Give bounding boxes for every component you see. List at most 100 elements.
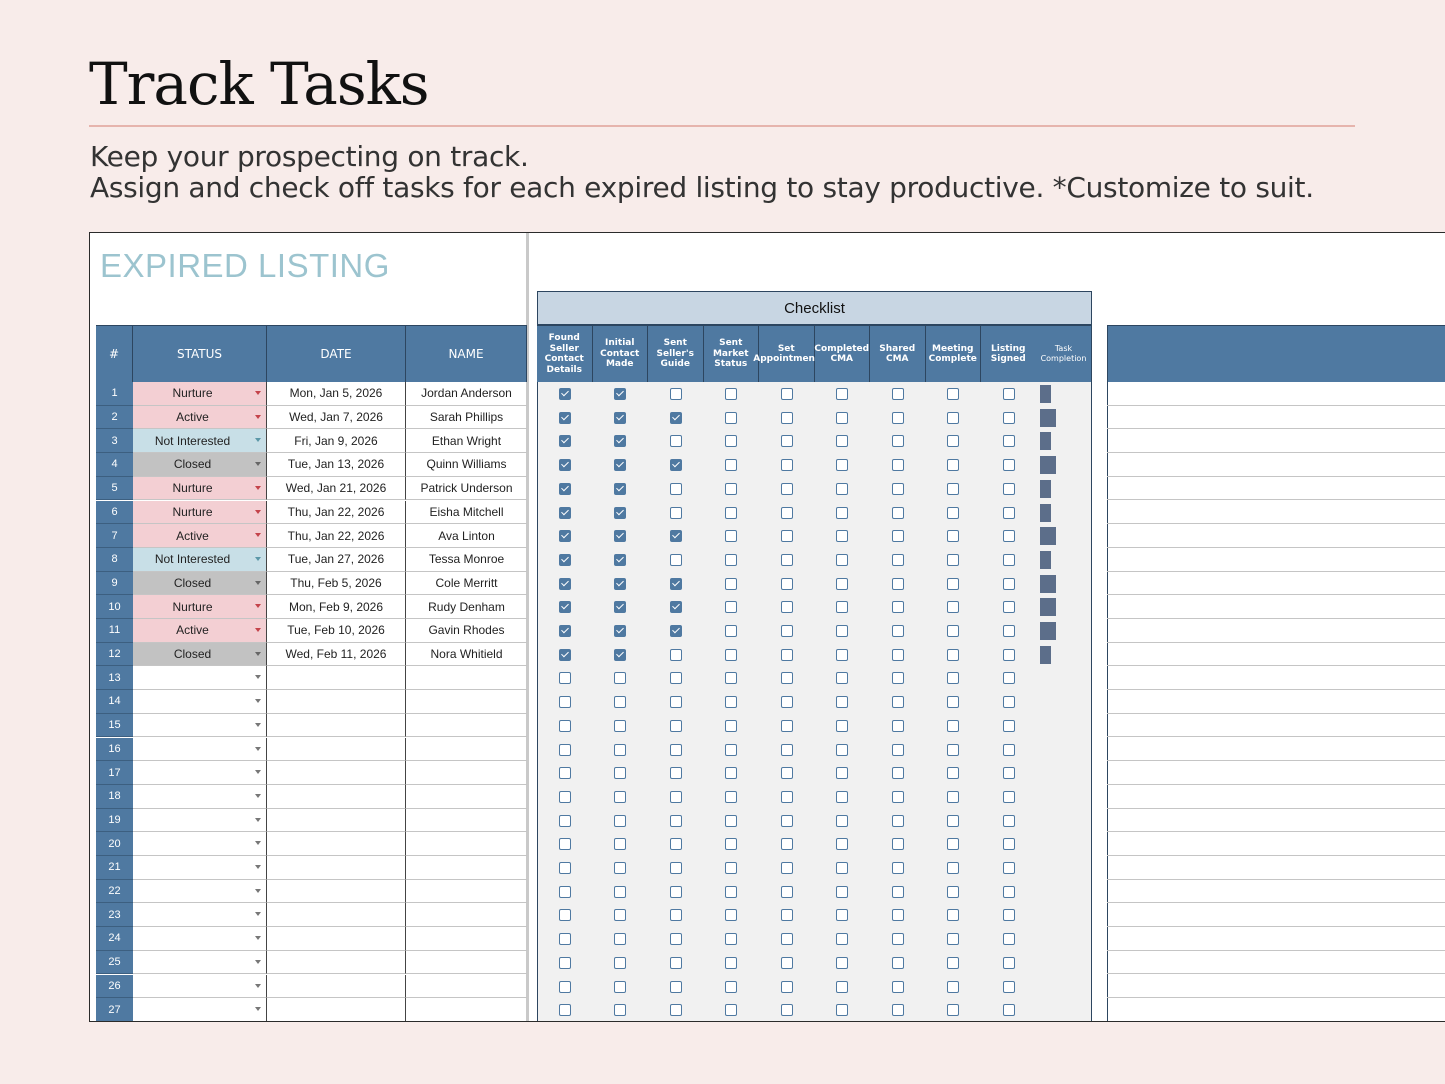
task-checkbox[interactable] [836, 530, 849, 543]
dropdown-arrow-icon[interactable] [255, 391, 261, 395]
name-cell[interactable] [406, 927, 527, 951]
task-checkbox[interactable] [947, 411, 960, 424]
task-checkbox[interactable] [891, 553, 904, 566]
task-checkbox[interactable] [780, 696, 793, 709]
column-header-date[interactable]: DATE [267, 325, 406, 382]
task-checkbox[interactable] [669, 909, 682, 922]
task-checkbox[interactable] [891, 885, 904, 898]
task-checkbox[interactable] [947, 933, 960, 946]
task-checkbox[interactable] [891, 933, 904, 946]
task-checkbox[interactable] [836, 862, 849, 874]
task-checkbox[interactable] [614, 790, 627, 803]
checklist-header-2[interactable]: Initial Contact Made [592, 325, 648, 382]
task-checkbox[interactable] [947, 743, 960, 756]
task-checkbox[interactable] [669, 980, 682, 993]
task-checkbox[interactable] [891, 577, 904, 590]
task-checkbox[interactable] [891, 790, 904, 803]
date-cell[interactable]: Wed, Feb 11, 2026 [267, 642, 406, 667]
dropdown-arrow-icon[interactable] [255, 556, 261, 561]
task-checkbox[interactable] [725, 530, 738, 543]
task-checkbox[interactable] [669, 459, 682, 472]
task-checkbox[interactable] [614, 506, 627, 519]
task-checkbox[interactable] [836, 933, 849, 946]
task-checkbox[interactable] [780, 506, 793, 519]
task-checkbox[interactable] [836, 601, 849, 614]
task-checkbox[interactable] [558, 435, 571, 448]
task-checkbox[interactable] [614, 388, 627, 400]
status-dropdown[interactable] [133, 832, 267, 856]
task-checkbox[interactable] [836, 790, 849, 803]
date-cell[interactable] [267, 737, 406, 762]
task-checkbox[interactable] [947, 909, 960, 922]
task-checkbox[interactable] [780, 577, 793, 590]
task-checkbox[interactable] [947, 553, 960, 566]
task-checkbox[interactable] [614, 672, 627, 685]
task-checkbox[interactable] [1002, 672, 1015, 685]
task-checkbox[interactable] [614, 980, 627, 993]
task-checkbox[interactable] [836, 411, 849, 424]
task-checkbox[interactable] [725, 648, 738, 661]
task-checkbox[interactable] [891, 435, 904, 448]
name-cell[interactable]: Gavin Rhodes [406, 619, 527, 643]
task-checkbox[interactable] [780, 625, 793, 637]
dropdown-arrow-icon[interactable] [255, 865, 261, 869]
dropdown-arrow-icon[interactable] [255, 793, 261, 798]
task-checkbox[interactable] [725, 767, 738, 780]
task-checkbox[interactable] [669, 885, 682, 898]
task-checkbox[interactable] [836, 696, 849, 709]
name-cell[interactable]: Rudy Denham [406, 595, 527, 619]
date-cell[interactable]: Thu, Jan 22, 2026 [267, 500, 406, 525]
task-checkbox[interactable] [669, 814, 682, 827]
date-cell[interactable] [267, 808, 406, 833]
name-cell[interactable] [406, 690, 527, 714]
column-header-task-completion[interactable]: Task Completion [1036, 325, 1092, 382]
dropdown-arrow-icon[interactable] [255, 509, 261, 514]
status-dropdown[interactable]: Active [133, 405, 267, 430]
task-checkbox[interactable] [891, 719, 904, 732]
task-checkbox[interactable] [947, 862, 960, 874]
name-cell[interactable]: Patrick Underson [406, 477, 527, 501]
task-checkbox[interactable] [780, 411, 793, 424]
task-checkbox[interactable] [669, 625, 682, 637]
task-checkbox[interactable] [558, 767, 571, 780]
task-checkbox[interactable] [836, 814, 849, 827]
dropdown-arrow-icon[interactable] [255, 888, 261, 893]
task-checkbox[interactable] [947, 719, 960, 732]
task-checkbox[interactable] [558, 530, 571, 543]
name-cell[interactable] [406, 856, 527, 880]
task-checkbox[interactable] [614, 862, 627, 874]
status-dropdown[interactable]: Nurture [133, 500, 267, 525]
date-cell[interactable] [267, 713, 406, 738]
date-cell[interactable]: Wed, Jan 21, 2026 [267, 476, 406, 501]
task-checkbox[interactable] [1002, 814, 1015, 827]
task-checkbox[interactable] [558, 790, 571, 803]
task-checkbox[interactable] [614, 530, 627, 543]
status-dropdown[interactable] [133, 974, 267, 999]
task-checkbox[interactable] [780, 530, 793, 543]
task-checkbox[interactable] [836, 838, 849, 851]
task-checkbox[interactable] [1002, 862, 1015, 874]
task-checkbox[interactable] [1002, 577, 1015, 590]
task-checkbox[interactable] [891, 743, 904, 756]
name-cell[interactable] [406, 785, 527, 809]
status-dropdown[interactable] [133, 666, 267, 691]
task-checkbox[interactable] [891, 672, 904, 685]
name-cell[interactable]: Quinn Williams [406, 453, 527, 477]
task-checkbox[interactable] [891, 696, 904, 709]
checklist-header-6[interactable]: Completed CMA [814, 325, 870, 382]
task-checkbox[interactable] [614, 696, 627, 709]
task-checkbox[interactable] [780, 648, 793, 661]
status-dropdown[interactable] [133, 737, 267, 762]
task-checkbox[interactable] [725, 696, 738, 709]
date-cell[interactable] [267, 950, 406, 975]
task-checkbox[interactable] [614, 577, 627, 590]
dropdown-arrow-icon[interactable] [255, 533, 261, 538]
name-cell[interactable]: Cole Merritt [406, 572, 527, 596]
name-cell[interactable]: Nora Whitield [406, 643, 527, 667]
task-checkbox[interactable] [669, 767, 682, 780]
task-checkbox[interactable] [669, 648, 682, 661]
task-checkbox[interactable] [1002, 625, 1015, 637]
task-checkbox[interactable] [669, 956, 682, 969]
task-checkbox[interactable] [1002, 933, 1015, 946]
task-checkbox[interactable] [558, 862, 571, 874]
